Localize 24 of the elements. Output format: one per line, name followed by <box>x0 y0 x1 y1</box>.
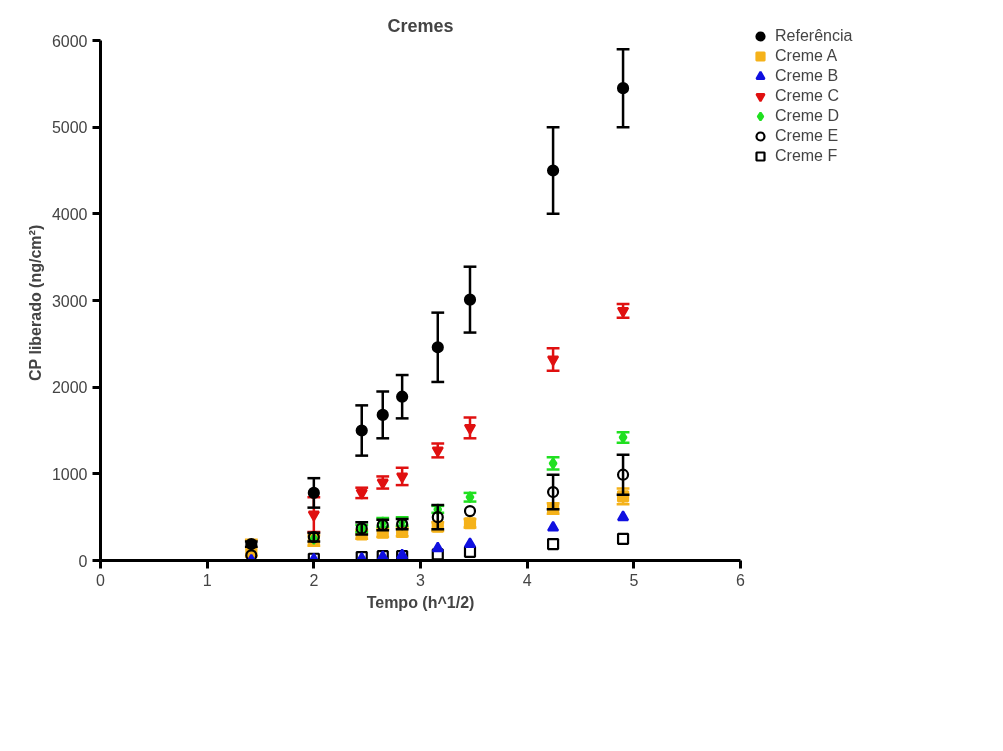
y-tick-label: 0 <box>78 552 88 570</box>
legend-label: Creme E <box>775 127 839 145</box>
y-axis-title: CP liberado (ng/cm²) <box>26 224 44 381</box>
y-tick-label: 5000 <box>51 119 88 137</box>
legend-label: Referência <box>775 27 853 45</box>
x-tick-label: 2 <box>309 571 319 589</box>
x-tick-label: 3 <box>416 571 426 589</box>
y-tick-label: 2000 <box>51 379 88 397</box>
y-tick-label: 1000 <box>51 465 88 483</box>
x-tick-label: 1 <box>202 571 212 589</box>
legend-label: Creme A <box>775 47 838 65</box>
legend-label: Creme F <box>775 147 838 165</box>
x-axis-title: Tempo (h^1/2) <box>366 593 475 611</box>
legend-label: Creme D <box>775 107 840 125</box>
y-tick-label: 4000 <box>51 205 88 223</box>
legend-label: Creme B <box>775 67 839 85</box>
y-tick-label: 6000 <box>51 32 88 50</box>
chart-title: Cremes <box>387 15 454 36</box>
x-tick-label: 6 <box>736 571 746 589</box>
x-tick-label: 4 <box>522 571 532 589</box>
y-tick-label: 3000 <box>51 292 88 310</box>
x-tick-label: 5 <box>629 571 639 589</box>
x-tick-label: 0 <box>96 571 106 589</box>
legend-label: Creme C <box>775 87 840 105</box>
